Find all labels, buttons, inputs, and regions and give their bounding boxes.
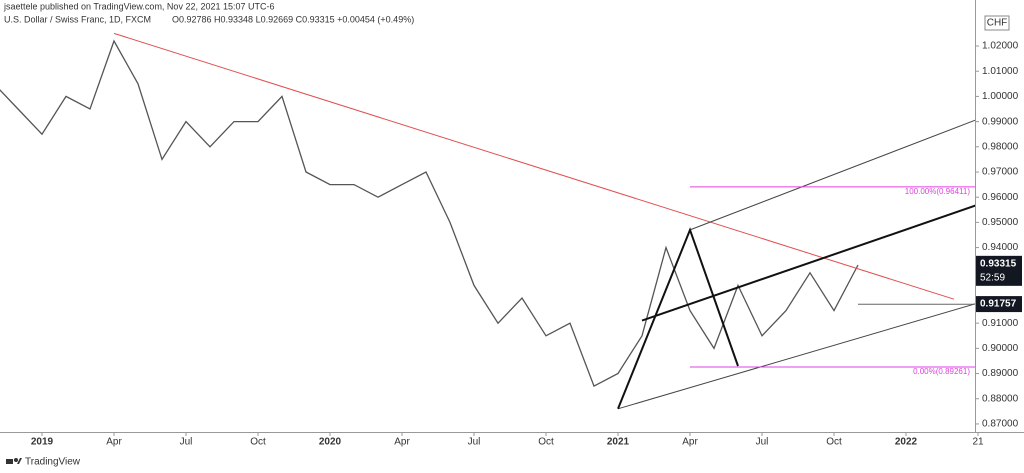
price-line	[0, 39, 859, 388]
footer-text: TradingView	[25, 457, 81, 468]
countdown-label: 52:59	[980, 272, 1005, 283]
x-tick-label: Jul	[468, 437, 481, 448]
fib-label: 100.00%(0.96411)	[905, 187, 971, 196]
trend-line	[617, 227, 739, 410]
y-tick-label: 0.88000	[982, 393, 1019, 404]
x-tick-label: 2019	[31, 437, 54, 448]
x-tick-label: 2022	[895, 437, 918, 448]
x-tick-label: Oct	[538, 437, 554, 448]
trend-line	[617, 303, 975, 410]
plot-area: 100.00%(0.96411) 0.00%(0.89261)	[0, 32, 975, 410]
last-price-box	[976, 255, 1022, 286]
ohlc-values: O0.92786 H0.93348 L0.92669 C0.93315 +0.0…	[172, 14, 414, 24]
trend-line	[113, 32, 955, 300]
currency-label: CHF	[987, 18, 1008, 29]
last-price-label: 0.93315	[980, 258, 1017, 269]
y-tick-label: 0.95000	[982, 217, 1019, 228]
x-tick-label: 21	[972, 437, 984, 448]
y-tick-label: 1.01000	[982, 66, 1019, 77]
level-price-box	[976, 296, 1022, 313]
currency-box	[984, 15, 1010, 31]
trend-line	[689, 119, 975, 231]
publisher-line: jsaettele published on TradingView.com, …	[3, 1, 275, 11]
y-tick-label: 0.96000	[982, 192, 1019, 203]
y-tick-label: 0.91000	[982, 318, 1019, 329]
x-tick-label: 2020	[319, 437, 342, 448]
x-tick-label: Apr	[682, 437, 698, 448]
footer-bar	[0, 450, 1024, 473]
x-tick-label: Oct	[250, 437, 266, 448]
y-tick-label: 0.89000	[982, 368, 1019, 379]
x-tick-label: Oct	[826, 437, 842, 448]
y-tick-label: 1.00000	[982, 91, 1019, 102]
y-tick-label: 0.99000	[982, 116, 1019, 127]
x-tick-label: Apr	[106, 437, 122, 448]
x-tick-label: Jul	[180, 437, 193, 448]
y-tick-label: 1.02000	[982, 41, 1019, 52]
x-tick-label: 2021	[607, 437, 630, 448]
y-tick-label: 0.87000	[982, 419, 1019, 430]
y-tick-label: 0.98000	[982, 141, 1019, 152]
trend-line	[641, 204, 975, 322]
fib-label: 0.00%(0.89261)	[913, 367, 970, 376]
x-tick-label: Apr	[394, 437, 410, 448]
y-tick-label: 0.97000	[982, 167, 1019, 178]
symbol-name: U.S. Dollar / Swiss Franc, 1D, FXCM	[4, 14, 151, 24]
level-price-label: 0.91757	[980, 299, 1017, 310]
y-tick-label: 0.94000	[982, 242, 1019, 253]
footer-logo	[6, 458, 22, 464]
y-tick-label: 0.90000	[982, 343, 1019, 354]
x-tick-label: Jul	[756, 437, 769, 448]
